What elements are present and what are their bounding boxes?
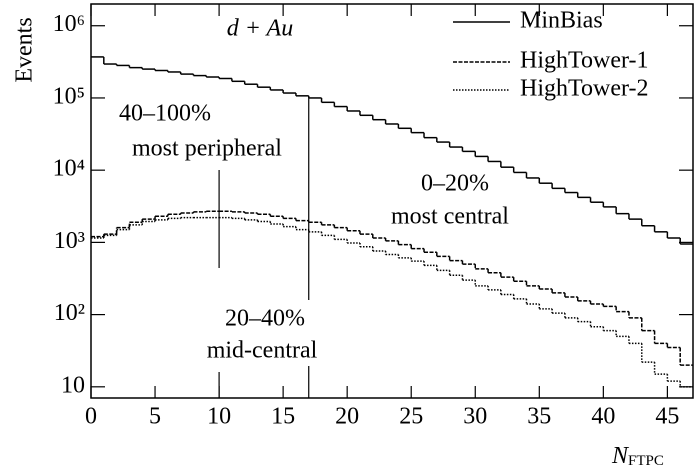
y-tick-label: 10³ [54, 228, 85, 254]
y-tick-label: 10⁴ [53, 156, 85, 182]
annotation: d + Au [227, 16, 293, 42]
annotation: mid-central [207, 338, 318, 364]
annotation: 40–100% [119, 101, 211, 127]
y-tick-label: 10² [54, 300, 85, 326]
y-tick-label: 10⁶ [53, 11, 85, 37]
x-tick-label: 45 [655, 404, 679, 430]
x-tick-label: 0 [85, 404, 97, 430]
x-axis-label-sub: FTPC [628, 453, 664, 469]
x-tick-label: 20 [335, 404, 359, 430]
plot-frame [90, 3, 694, 399]
y-tick-label: 10⁵ [53, 83, 85, 109]
x-tick-label: 5 [149, 404, 161, 430]
x-tick-label: 25 [399, 404, 423, 430]
annotation: 0–20% [421, 171, 489, 197]
x-axis-label-main: N [611, 443, 630, 469]
x-axis-label: NFTPC [611, 443, 664, 470]
annotation: most central [391, 204, 509, 230]
annotation: most peripheral [132, 136, 282, 162]
x-tick-label: 40 [591, 404, 615, 430]
y-axis-label: Events [12, 17, 38, 82]
x-tick-label: 15 [271, 404, 295, 430]
x-tick-label: 10 [207, 404, 231, 430]
annotation: 20–40% [225, 306, 305, 332]
legend-label: HighTower-2 [520, 76, 648, 102]
legend-label: HighTower-1 [520, 48, 648, 74]
x-tick-label: 35 [527, 404, 551, 430]
y-tick-label: 10 [61, 372, 85, 398]
x-tick-label: 30 [463, 404, 487, 430]
legend-label: MinBias [520, 8, 603, 34]
